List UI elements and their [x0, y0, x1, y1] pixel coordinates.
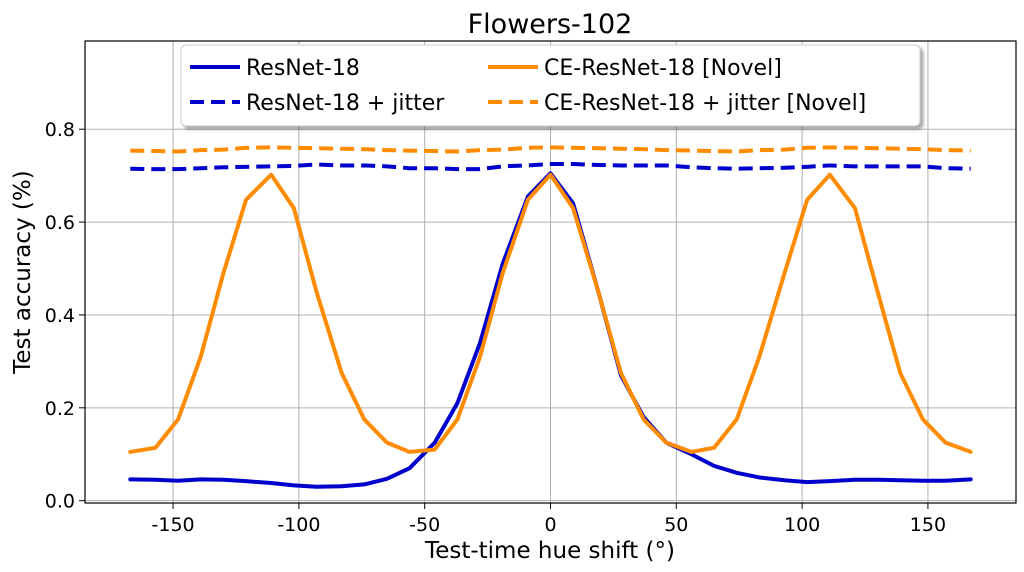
x-tick-label: 50 [664, 514, 688, 536]
y-tick-label: 0.4 [45, 305, 75, 327]
series-line-2 [128, 172, 973, 454]
x-tick-label: 0 [544, 514, 556, 536]
series-line-3 [130, 145, 971, 154]
y-axis-title: Test accuracy (%) [10, 170, 36, 375]
y-tick-label: 0.2 [45, 398, 75, 420]
x-axis-ticks: -150 -100 -50 0 50 100 150 [152, 503, 946, 536]
x-tick-label: -100 [277, 514, 320, 536]
series-line-1 [130, 162, 971, 172]
legend-label-ce-resnet18: CE-ResNet-18 [Novel] [544, 56, 782, 81]
legend-label-resnet18: ResNet-18 [246, 56, 360, 81]
legend-box [180, 44, 921, 127]
y-tick-label: 0.8 [45, 119, 75, 141]
chart-title: Flowers-102 [468, 9, 633, 40]
y-tick-label: 0.6 [45, 212, 75, 234]
legend: ResNet-18 ResNet-18 + jitter CE-ResNet-1… [180, 44, 921, 127]
x-tick-label: -150 [152, 514, 195, 536]
y-tick-label: 0.0 [45, 491, 75, 513]
legend-label-resnet18-jitter: ResNet-18 + jitter [246, 91, 445, 116]
series-lines [128, 145, 973, 489]
x-tick-label: 100 [784, 514, 820, 536]
x-axis-title: Test-time hue shift (°) [424, 538, 675, 564]
x-tick-label: 150 [910, 514, 946, 536]
y-axis-ticks: 0.0 0.2 0.4 0.6 0.8 [45, 119, 85, 513]
legend-label-ce-resnet18-jitter: CE-ResNet-18 + jitter [Novel] [544, 91, 866, 116]
x-tick-label: -50 [409, 514, 440, 536]
